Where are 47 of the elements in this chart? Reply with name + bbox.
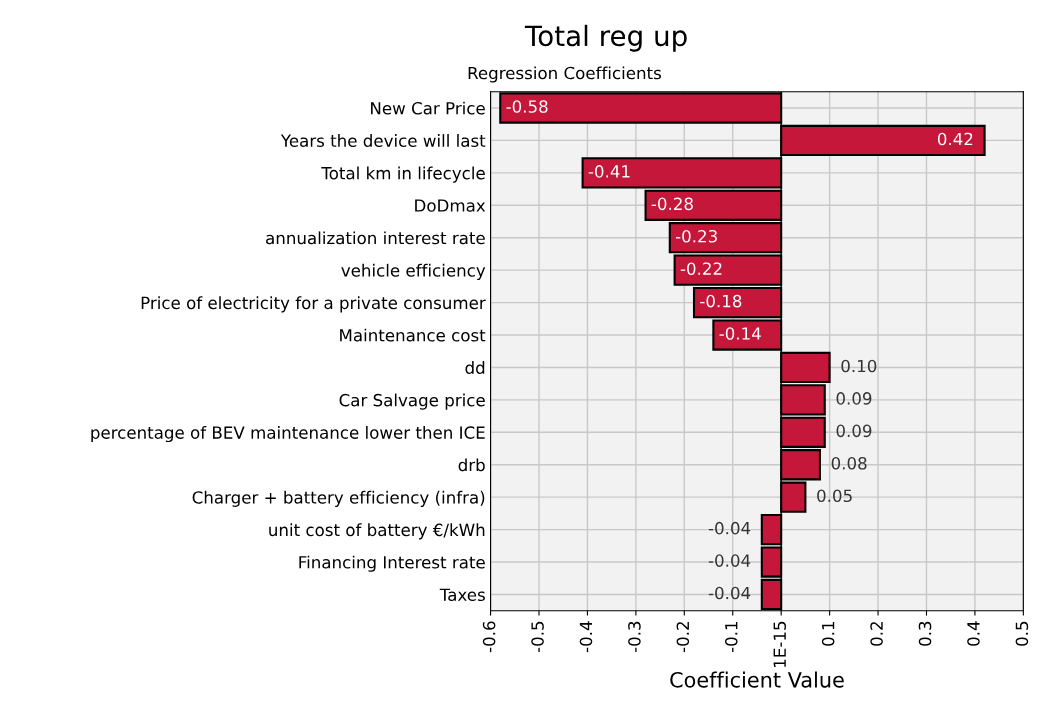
data-label: 0.05 <box>817 489 852 503</box>
data-label: 0.08 <box>831 456 867 470</box>
y-tick-label: Financing Interest rate <box>299 555 485 572</box>
chart-title: Total reg up <box>524 24 687 52</box>
data-label: -0.22 <box>680 262 722 275</box>
x-tick-label: -0.1 <box>724 621 738 653</box>
y-tick-label: annualization interest rate <box>266 231 485 245</box>
y-tick-label: vehicle efficiency <box>341 263 486 280</box>
chart-subtitle: Regression Coefficients <box>468 66 661 83</box>
y-tick-label: dd <box>465 361 485 375</box>
data-label: -0.28 <box>651 197 693 211</box>
data-label: -0.58 <box>506 100 548 113</box>
y-tick-label: unit cost of battery €/kWh <box>269 523 485 540</box>
y-tick-label: Total km in lifecycle <box>321 166 485 183</box>
x-tick-label: 0.4 <box>967 621 980 646</box>
data-label: -0.04 <box>708 521 751 535</box>
y-tick-label: New Car Price <box>371 101 485 115</box>
x-tick-label: 0.1 <box>821 621 835 646</box>
y-tick-label: DoDmax <box>415 199 486 212</box>
y-tick-label: Price of electricity for a private consumer <box>141 296 486 313</box>
y-tick-label: Years the device will last <box>280 134 486 147</box>
data-label: 0.09 <box>836 392 872 405</box>
x-tick-label: -0.2 <box>676 622 690 653</box>
data-label: -0.04 <box>708 554 751 567</box>
data-label: 0.42 <box>937 132 973 146</box>
y-tick-label: Car Salvage price <box>339 393 485 410</box>
data-label: -0.41 <box>588 165 630 178</box>
data-label: -0.23 <box>675 229 717 243</box>
y-tick-label: Maintenance cost <box>340 328 486 342</box>
y-tick-label: Charger + battery efficiency (infra) <box>192 490 485 507</box>
x-tick-label: 0.3 <box>918 621 932 646</box>
y-tick-label: drb <box>458 458 485 472</box>
x-tick-label: -0.3 <box>628 621 641 653</box>
data-label: -0.18 <box>700 294 742 308</box>
y-tick-label: percentage of BEV maintenance lower then ICE <box>91 425 485 443</box>
x-tick-label: -0.4 <box>579 621 593 653</box>
y-tick-label: Taxes <box>439 588 485 602</box>
data-label: -0.14 <box>719 327 761 340</box>
data-label: 0.10 <box>841 359 877 373</box>
data-label: -0.04 <box>708 586 751 600</box>
x-tick-label: 0.2 <box>870 622 883 646</box>
x-tick-label: 1E-15 <box>773 621 787 667</box>
x-tick-label: -0.5 <box>531 621 544 653</box>
data-label: 0.09 <box>836 424 872 438</box>
x-tick-label: 0.5 <box>1015 621 1029 646</box>
x-tick-label: -0.6 <box>482 621 496 653</box>
x-axis-title: Coefficient Value <box>670 671 844 688</box>
